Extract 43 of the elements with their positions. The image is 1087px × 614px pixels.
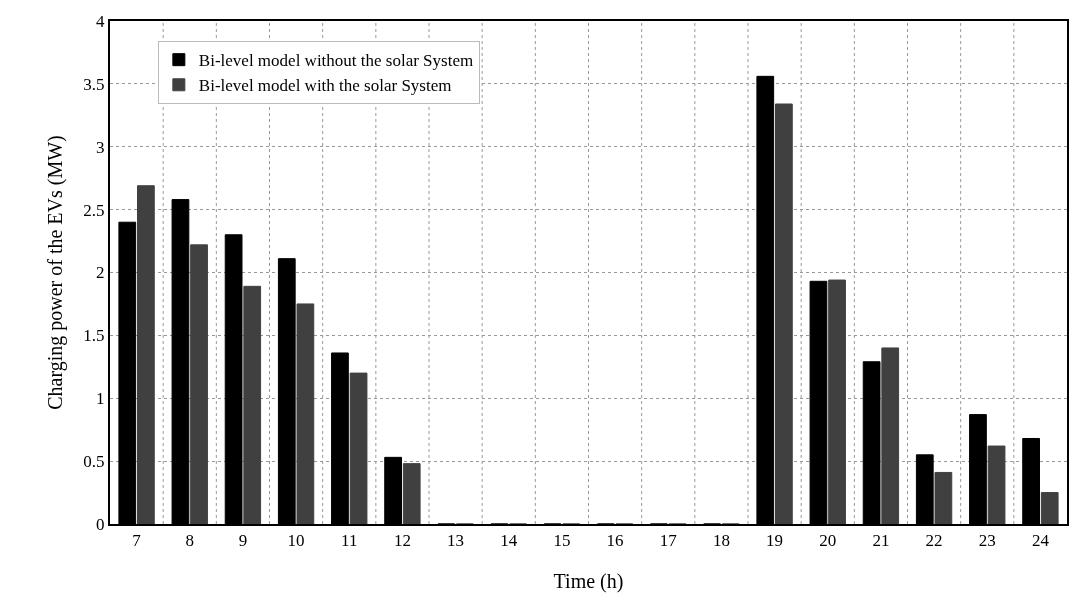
x-tick-label: 13 xyxy=(447,531,465,551)
bar xyxy=(987,445,1006,524)
y-tick-label: 1.5 xyxy=(83,326,105,346)
y-tick-label: 0 xyxy=(96,514,105,534)
bar xyxy=(190,244,208,524)
y-tick-label: 4 xyxy=(96,11,106,31)
x-tick-label: 9 xyxy=(238,531,248,551)
x-tick-label: 15 xyxy=(553,531,571,551)
bar xyxy=(243,285,262,524)
y-tick-label: 3.5 xyxy=(83,74,105,94)
bar xyxy=(296,303,315,524)
x-tick-label: 7 xyxy=(132,531,142,551)
x-axis-title: Time (h) xyxy=(553,570,624,594)
y-tick-label: 2 xyxy=(96,263,105,283)
bar xyxy=(934,471,953,524)
legend-label: Bi-level model without the solar System xyxy=(198,51,474,71)
x-tick-label: 11 xyxy=(341,531,358,551)
legend-label: Bi-level model with the solar System xyxy=(198,76,452,96)
y-tick-label: 0.5 xyxy=(83,452,105,472)
x-tick-label: 10 xyxy=(287,531,305,551)
bar xyxy=(775,103,793,524)
x-tick-label: 22 xyxy=(925,531,943,551)
y-tick-label: 3 xyxy=(96,137,105,157)
x-tick-label: 16 xyxy=(606,531,624,551)
x-tick-label: 23 xyxy=(978,531,996,551)
bar xyxy=(881,347,900,524)
bar xyxy=(402,463,421,524)
x-tick-label: 8 xyxy=(185,531,194,551)
x-tick-label: 19 xyxy=(766,531,784,551)
bar xyxy=(828,279,846,524)
x-tick-label: 12 xyxy=(393,531,411,551)
bar xyxy=(137,185,155,524)
x-tick-label: 24 xyxy=(1031,531,1050,551)
y-axis-title: Charging power of the EVs (MW) xyxy=(44,135,68,410)
bar xyxy=(349,372,368,524)
x-tick-label: 18 xyxy=(712,531,730,551)
x-tick-label: 21 xyxy=(872,531,890,551)
x-tick-label: 20 xyxy=(819,531,837,551)
y-tick-label: 1 xyxy=(96,389,105,409)
y-tick-label: 2.5 xyxy=(83,200,105,220)
x-tick-label: 14 xyxy=(500,531,518,551)
x-tick-label: 17 xyxy=(659,531,678,551)
bar xyxy=(1040,492,1059,524)
